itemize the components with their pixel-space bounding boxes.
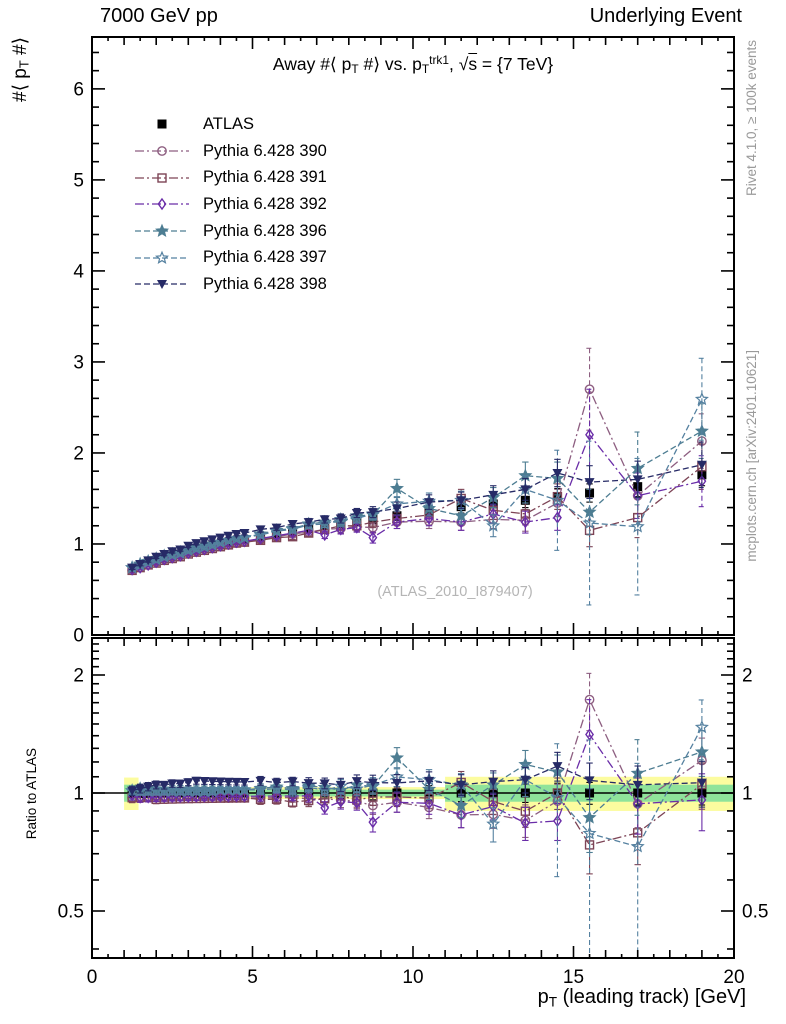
legend-item-label: Pythia 6.428 392: [203, 194, 327, 213]
legend-marker-diamond-open-icon: [135, 198, 189, 211]
series-line: [131, 433, 703, 571]
rich-text-segment: T: [351, 61, 359, 76]
series-line: [131, 464, 703, 569]
rich-text-segment: T: [548, 994, 558, 1010]
beam-label: 7000 GeV pp: [100, 5, 218, 27]
rich-text-segment: = {7 TeV}: [477, 53, 554, 74]
series-p392-ratio: [127, 699, 707, 842]
rich-text-segment: p: [537, 986, 549, 1008]
axis-ticks: [91, 37, 735, 958]
rich-text-segment: (leading track) [GeV]: [557, 986, 746, 1008]
watermark-analysis-id: (ATLAS_2010_I879407): [377, 584, 533, 600]
y-ratio-tick-label: 1: [73, 784, 84, 805]
y-ratio-tick-label-right: 2: [742, 666, 753, 687]
y-main-tick-label: 3: [73, 352, 84, 373]
y-ratio-tick-label-right: 0.5: [742, 902, 768, 923]
legend-item-p392: Pythia 6.428 392: [133, 191, 327, 218]
rich-text-segment: #⟩: [10, 37, 31, 61]
rich-text-segment: s: [468, 53, 478, 74]
legend-item-label: Pythia 6.428 398: [203, 274, 327, 293]
legend-item-p391: Pythia 6.428 391: [133, 164, 327, 191]
y-main-tick-label: 1: [73, 534, 84, 555]
series-line: [131, 733, 702, 824]
credit-mcplots-arxiv: mcplots.cern.ch [arXiv:2401.10621]: [744, 350, 759, 562]
x-tick-label: 10: [402, 967, 423, 988]
rich-text-segment: T: [421, 61, 430, 76]
legend-marker-square-open-icon: [135, 173, 189, 183]
y-ratio-tick-label-right: 1: [742, 784, 753, 805]
series-line: [132, 726, 703, 848]
series-line: [131, 399, 703, 569]
rich-text-segment: #⟩ vs. p: [358, 53, 422, 74]
x-tick-label: 15: [563, 967, 584, 988]
legend-marker-circle-open-icon: [135, 146, 189, 156]
legend: ATLAS Pythia 6.428 390 Pythia 6.428 391 Pyt…: [133, 111, 327, 298]
legend-marker-star-filled-icon: [135, 223, 189, 238]
series-p391: [127, 443, 707, 576]
y-ratio-tick-label: 0.5: [58, 902, 84, 923]
rich-text-segment: Away #⟨ p: [272, 53, 352, 74]
series-line: [131, 466, 703, 572]
y-main-tick-label: 6: [73, 79, 84, 100]
series-p397: [125, 357, 709, 606]
legend-item-atlas: ATLAS: [133, 111, 327, 138]
rich-text-segment: Ratio to ATLAS: [24, 748, 39, 840]
y-main-tick-label: 5: [73, 170, 84, 191]
series-line: [131, 387, 703, 572]
legend-marker-star-open-icon: [135, 250, 189, 264]
x-tick-label: 20: [723, 967, 744, 988]
series-p390-ratio: [127, 672, 707, 838]
tick-labels: 0 5 10 15 20 0 1 2 3 4 5 6 0.5 0.5 1 1 2 2: [58, 79, 769, 988]
series-line: [131, 765, 702, 792]
legend-item-label: ATLAS: [203, 114, 255, 133]
y-main-tick-label: 2: [73, 443, 84, 464]
legend-marker-triangle-down-filled-icon: [135, 280, 189, 290]
series-atlas: [127, 463, 707, 574]
legend-item-p397: Pythia 6.428 397: [133, 244, 327, 271]
rich-text-segment: T: [16, 60, 32, 69]
series-p398: [127, 441, 707, 573]
rich-text-segment: trk1: [429, 53, 449, 67]
analysis-group-label: Underlying Event: [589, 5, 742, 27]
y-main-tick-label: 4: [73, 261, 84, 282]
legend-item-p396: Pythia 6.428 396: [133, 218, 327, 245]
legend-item-label: Pythia 6.428 391: [203, 168, 327, 187]
legend-item-label: Pythia 6.428 396: [203, 221, 327, 240]
x-tick-label: 0: [87, 967, 98, 988]
legend-marker-square-filled-icon: [157, 119, 167, 129]
plot-title: Away #⟨ pT #⟩ vs. pTtrk1, √s = {7 TeV}: [92, 53, 734, 76]
y-axis-label-ratio: Ratio to ATLAS: [24, 748, 39, 839]
rich-text-segment: #⟨ p: [10, 68, 31, 102]
legend-item-p398: Pythia 6.428 398: [133, 271, 327, 298]
legend-item-p390: Pythia 6.428 390: [133, 138, 327, 165]
rich-text-segment: , √: [448, 53, 469, 74]
x-tick-label: 5: [247, 967, 258, 988]
y-ratio-tick-label: 2: [73, 666, 84, 687]
legend-item-label: Pythia 6.428 397: [203, 248, 327, 267]
y-axis-label-main: #⟨ pT #⟩: [10, 37, 32, 102]
y-main-tick-label: 0: [73, 626, 84, 647]
legend-item-label: Pythia 6.428 390: [203, 141, 327, 160]
credit-rivet-version: Rivet 4.1.0, ≥ 100k events: [744, 40, 759, 196]
x-axis-label: pT (leading track) [GeV]: [92, 986, 746, 1009]
series-p398-ratio: [127, 751, 707, 808]
